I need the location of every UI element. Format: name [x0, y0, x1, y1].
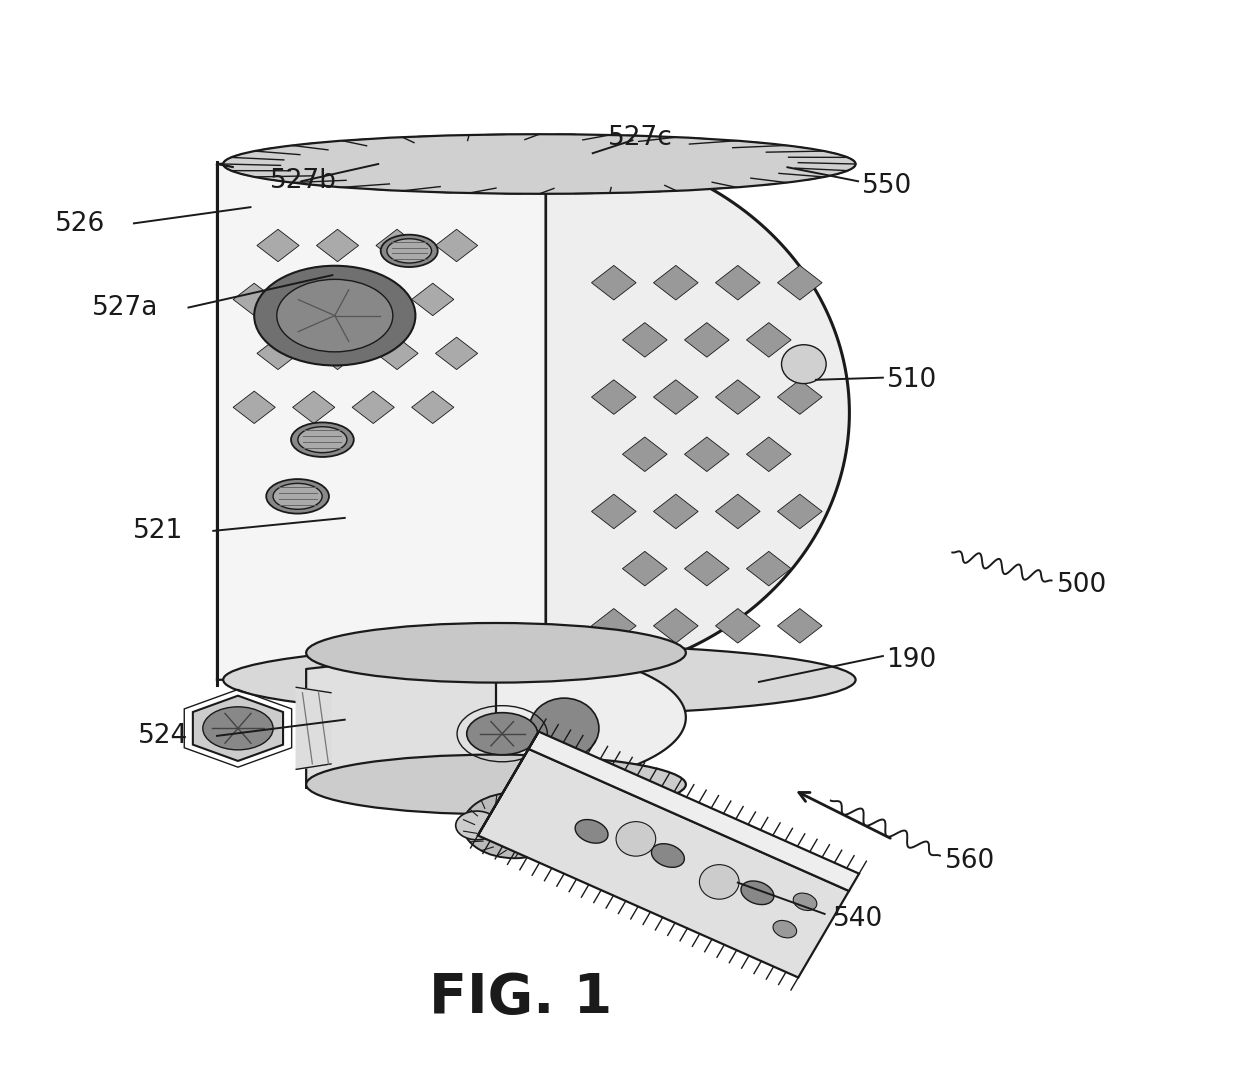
Text: 560: 560 [945, 848, 996, 874]
Ellipse shape [486, 807, 543, 844]
Polygon shape [684, 437, 729, 472]
Polygon shape [528, 732, 859, 891]
Polygon shape [684, 551, 729, 586]
Text: 510: 510 [887, 367, 937, 393]
Polygon shape [622, 437, 667, 472]
Text: 527c: 527c [608, 125, 672, 151]
Text: 500: 500 [1056, 572, 1107, 598]
Polygon shape [684, 323, 729, 357]
Polygon shape [257, 229, 299, 261]
Polygon shape [435, 337, 477, 369]
Polygon shape [217, 146, 546, 680]
Ellipse shape [298, 426, 347, 453]
Polygon shape [746, 323, 791, 357]
Polygon shape [653, 609, 698, 643]
Text: 190: 190 [887, 647, 937, 673]
Polygon shape [715, 380, 760, 414]
Polygon shape [477, 749, 849, 978]
Ellipse shape [203, 707, 273, 750]
Polygon shape [653, 494, 698, 529]
Polygon shape [193, 696, 283, 761]
Polygon shape [746, 551, 791, 586]
Polygon shape [316, 229, 358, 261]
Polygon shape [777, 494, 822, 529]
Polygon shape [653, 265, 698, 300]
Polygon shape [622, 551, 667, 586]
Ellipse shape [273, 483, 322, 509]
Polygon shape [715, 265, 760, 300]
Polygon shape [412, 391, 454, 423]
Polygon shape [591, 494, 636, 529]
Polygon shape [376, 337, 418, 369]
Ellipse shape [267, 479, 329, 514]
Polygon shape [233, 391, 275, 423]
Polygon shape [293, 283, 335, 315]
Polygon shape [316, 337, 358, 369]
Polygon shape [622, 323, 667, 357]
Polygon shape [591, 380, 636, 414]
Ellipse shape [291, 422, 353, 457]
Ellipse shape [277, 279, 393, 352]
Circle shape [529, 698, 599, 759]
Text: 550: 550 [862, 173, 913, 199]
Ellipse shape [381, 234, 438, 267]
Polygon shape [477, 732, 538, 835]
Polygon shape [376, 229, 418, 261]
Text: 540: 540 [833, 906, 884, 932]
Polygon shape [746, 437, 791, 472]
Polygon shape [777, 380, 822, 414]
Polygon shape [653, 380, 698, 414]
Polygon shape [591, 265, 636, 300]
Ellipse shape [254, 265, 415, 366]
Polygon shape [435, 229, 477, 261]
Ellipse shape [306, 754, 686, 815]
Text: FIG. 1: FIG. 1 [429, 971, 613, 1025]
Polygon shape [352, 283, 394, 315]
Ellipse shape [387, 238, 432, 263]
Text: 524: 524 [138, 723, 188, 749]
Text: 526: 526 [55, 211, 105, 237]
Polygon shape [352, 391, 394, 423]
Polygon shape [777, 265, 822, 300]
Polygon shape [777, 609, 822, 643]
Ellipse shape [575, 820, 608, 843]
Ellipse shape [742, 880, 774, 904]
Circle shape [616, 821, 656, 856]
Ellipse shape [306, 623, 686, 683]
Polygon shape [546, 146, 849, 680]
Polygon shape [715, 609, 760, 643]
Circle shape [699, 864, 739, 899]
Polygon shape [496, 647, 686, 787]
Polygon shape [293, 391, 335, 423]
Ellipse shape [223, 644, 856, 714]
Polygon shape [233, 283, 275, 315]
Text: 527a: 527a [92, 295, 159, 320]
Ellipse shape [463, 793, 567, 858]
Circle shape [781, 344, 826, 383]
Polygon shape [257, 337, 299, 369]
Polygon shape [296, 687, 331, 769]
Ellipse shape [651, 844, 684, 868]
Ellipse shape [456, 811, 498, 839]
Polygon shape [306, 647, 496, 788]
Text: 521: 521 [133, 518, 184, 544]
Ellipse shape [513, 781, 553, 805]
Ellipse shape [466, 712, 538, 755]
Polygon shape [412, 283, 454, 315]
Ellipse shape [223, 134, 856, 194]
Polygon shape [715, 494, 760, 529]
Text: 527b: 527b [270, 168, 337, 194]
Ellipse shape [773, 920, 796, 938]
Ellipse shape [794, 893, 817, 911]
Polygon shape [591, 609, 636, 643]
